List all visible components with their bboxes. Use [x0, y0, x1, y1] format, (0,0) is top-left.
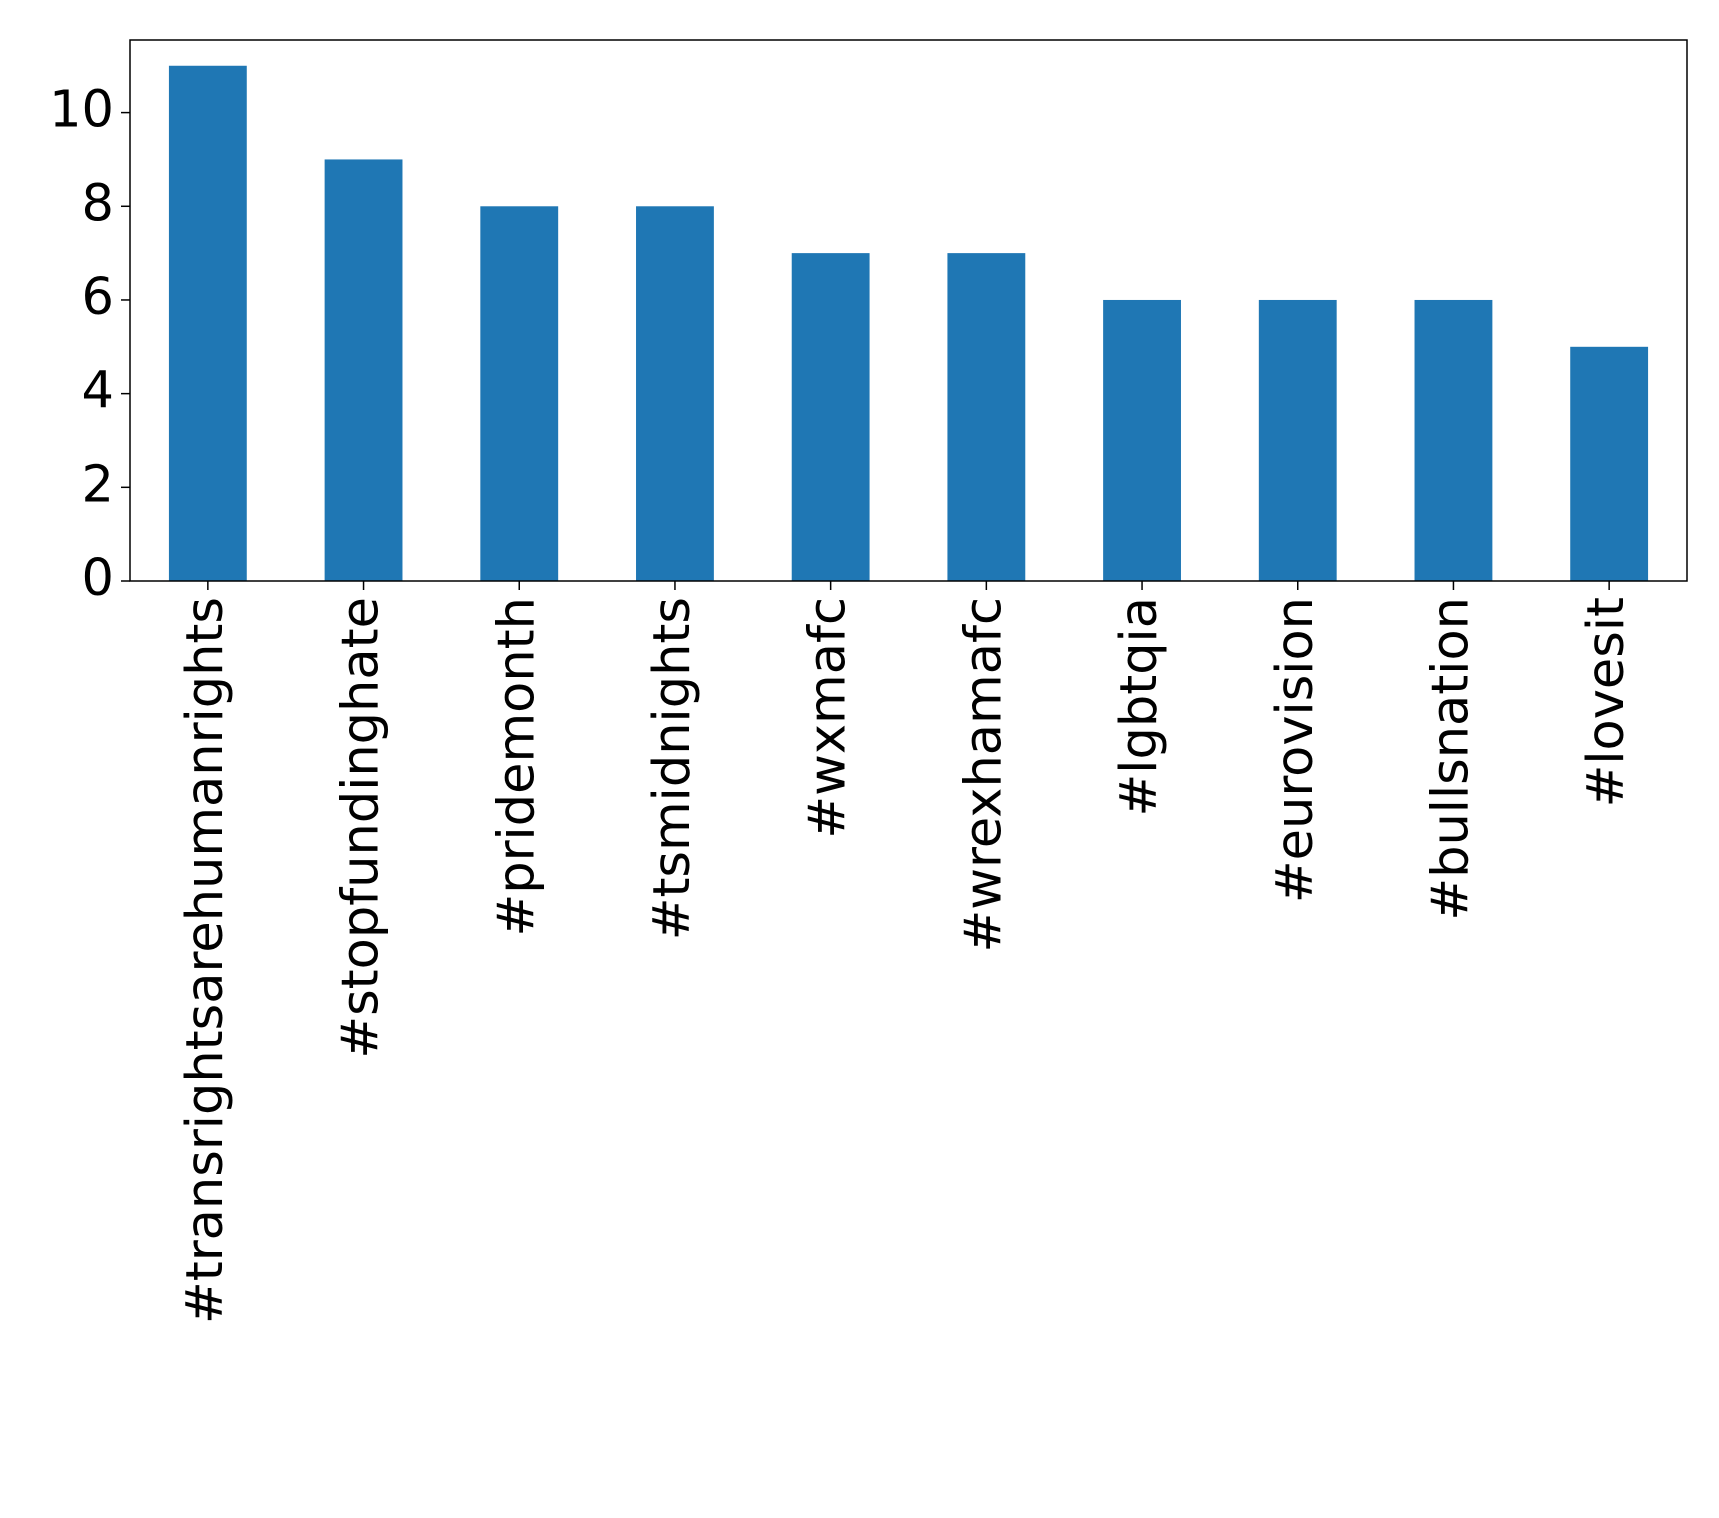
x-tick-label: #bullsnation	[1421, 597, 1480, 921]
y-tick-label: 0	[82, 549, 114, 608]
x-tick-label: #wrexhamafc	[954, 597, 1013, 952]
x-tick-label: #lovesit	[1577, 597, 1636, 807]
bar	[480, 206, 559, 582]
bar	[1258, 299, 1337, 581]
bar	[324, 159, 403, 581]
x-tick-label: #wxmafc	[799, 597, 858, 839]
y-tick-label: 8	[82, 174, 114, 233]
x-tick-label: #stopfundinghate	[332, 597, 391, 1059]
bar	[1103, 299, 1181, 581]
bar	[791, 253, 870, 581]
x-tick-label: #pridemonth	[487, 597, 546, 937]
x-tick-label: #tsmidnights	[643, 597, 702, 940]
bar	[636, 206, 714, 582]
bar	[1570, 346, 1649, 581]
x-tick-label: #transrightsarehumanrights	[176, 597, 235, 1324]
x-tick-label: #lgbtqia	[1110, 597, 1169, 816]
axes-frame	[129, 39, 1688, 582]
y-tick-label: 10	[49, 81, 114, 140]
y-tick-label: 2	[82, 455, 114, 514]
bar	[168, 65, 247, 581]
bar	[1414, 299, 1493, 581]
y-tick-label: 6	[82, 268, 114, 327]
x-tick-label: #eurovision	[1266, 597, 1325, 903]
bar	[947, 253, 1026, 581]
y-tick-label: 4	[82, 362, 114, 421]
